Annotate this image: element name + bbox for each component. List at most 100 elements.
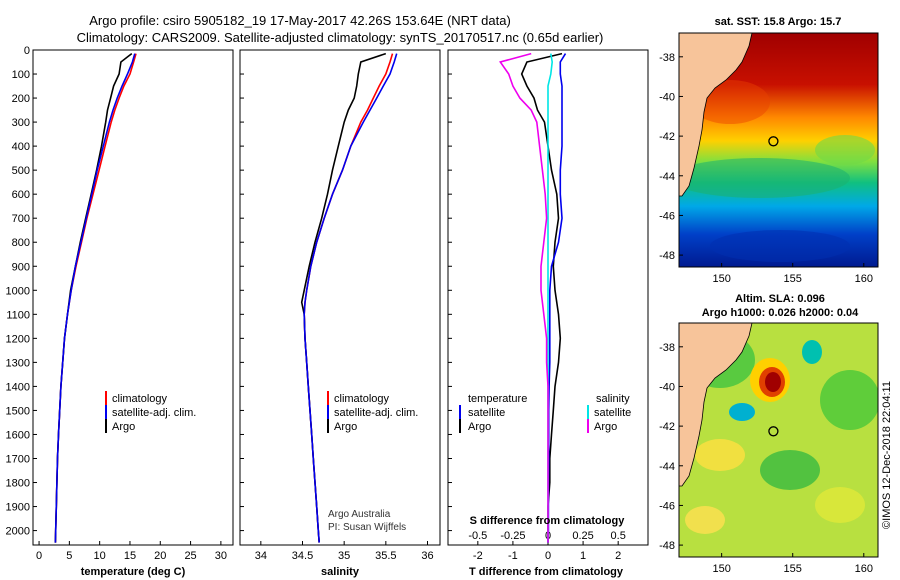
map-lat-label: -40 — [659, 91, 675, 103]
depth-tick-label: 1000 — [6, 285, 30, 297]
map-lat-label: -42 — [659, 131, 675, 143]
depth-tick-label: 1600 — [6, 429, 30, 441]
depth-tick-label: 900 — [12, 261, 30, 273]
temperature-lines — [54, 52, 137, 543]
legend-climatology-label: climatology — [112, 393, 168, 405]
sla-map-title-1: Altim. SLA: 0.096 — [735, 293, 825, 305]
salinity-lines — [300, 52, 398, 543]
salinity-xlabel: salinity — [321, 566, 360, 578]
depth-tick-label: 700 — [12, 213, 30, 225]
map-lat-label: -40 — [659, 381, 675, 393]
legend-argo-label: Argo — [112, 421, 135, 433]
map-lon-label: 155 — [784, 273, 802, 285]
x-tick-label: 20 — [154, 550, 166, 562]
difference-lines — [498, 52, 567, 543]
temperature-depth-ticks: 0 100 200 300 400 500 600 700 800 900 1000 1100 1200… — [6, 45, 37, 538]
salinity-x-ticks: 34 34.5 35 35.5 36 — [255, 541, 434, 562]
sst-map-title: sat. SST: 15.8 Argo: 15.7 — [715, 16, 842, 28]
x-tick-label: 10 — [94, 550, 106, 562]
difference-x-ticks: -2 -1 0 1 2 — [473, 541, 621, 562]
map-lon-label: 155 — [784, 563, 802, 575]
map-lon-label: 160 — [855, 273, 873, 285]
depth-tick-label: 100 — [12, 69, 30, 81]
x-tick-label: 15 — [124, 550, 136, 562]
imos-stamp: ©IMOS 12-Dec-2018 22:04:11 — [881, 381, 893, 529]
credit-line-1: Argo Australia — [328, 509, 391, 520]
depth-tick-label: 1500 — [6, 405, 30, 417]
difference-xlabel: T difference from climatology — [469, 566, 624, 578]
legend-satellite-label: satellite-adj. clim. — [334, 407, 418, 419]
legend-argo-label: Argo — [334, 421, 357, 433]
depth-tick-label: 500 — [12, 165, 30, 177]
sla-float-marker — [768, 426, 779, 437]
sst-float-marker — [768, 136, 779, 147]
sst-land — [679, 33, 753, 197]
map-lat-label: -46 — [659, 210, 675, 222]
difference-legend: temperature satellite Argo salinity sate… — [459, 393, 631, 433]
salinity-satellite-line — [303, 53, 398, 543]
map-lat-label: -48 — [659, 540, 675, 552]
map-lat-label: -38 — [659, 52, 675, 64]
x-tick-label: 35.5 — [375, 550, 396, 562]
x-tick-label: 1 — [580, 550, 586, 562]
map-lon-label: 160 — [855, 563, 873, 575]
title-line-2: Climatology: CARS2009. Satellite-adjuste… — [77, 30, 604, 45]
difference-panel: -2 -1 0 1 2 -0.5 -0.25 0 0.25 0.5 S difference f… — [447, 49, 649, 578]
map-lat-label: -44 — [659, 171, 675, 183]
x-tick-label: 0 — [36, 550, 42, 562]
map-lat-label: -38 — [659, 342, 675, 354]
legend-climatology-label: climatology — [334, 393, 390, 405]
x-tick-label: -2 — [473, 550, 483, 562]
x-tick-label: 35 — [338, 550, 350, 562]
legend-s-satellite-label: satellite — [594, 407, 631, 419]
temperature-xlabel: temperature (deg C) — [81, 566, 186, 578]
sst-map-ticks: 150 155 160 -38 -40 -42 -44 -46 -48 — [659, 52, 873, 285]
depth-tick-label: 1300 — [6, 357, 30, 369]
title-line-1: Argo profile: csiro 5905182_19 17-May-20… — [89, 13, 511, 28]
s-tick-label: 0.5 — [611, 530, 626, 542]
x-tick-label: 30 — [215, 550, 227, 562]
sla-map-title-2: Argo h1000: 0.026 h2000: 0.04 — [702, 307, 859, 319]
x-tick-label: -1 — [508, 550, 518, 562]
x-tick-label: 25 — [184, 550, 196, 562]
temperature-legend: climatology satellite-adj. clim. Argo — [105, 391, 196, 433]
map-lon-label: 150 — [712, 563, 730, 575]
salinity-depth-ticks — [240, 49, 244, 532]
legend-salinity-head: salinity — [596, 393, 630, 405]
depth-tick-label: 1100 — [6, 309, 30, 321]
sla-map-ticks: 150 155 160 -38 -40 -42 -44 -46 -48 — [659, 342, 873, 575]
credit-line-2: PI: Susan Wijffels — [328, 522, 406, 533]
salinity-panel: 34 34.5 35 35.5 36 salinity climatology sate… — [239, 49, 441, 578]
legend-temperature-head: temperature — [468, 393, 527, 405]
diff-t-argo-line — [520, 52, 563, 543]
legend-satellite-label: satellite-adj. clim. — [112, 407, 196, 419]
legend-t-satellite-label: satellite — [468, 407, 505, 419]
x-tick-label: 34.5 — [292, 550, 313, 562]
temperature-satellite-line — [54, 53, 136, 543]
x-tick-label: 5 — [66, 550, 72, 562]
map-lat-label: -42 — [659, 421, 675, 433]
depth-tick-label: 800 — [12, 237, 30, 249]
depth-tick-label: 1400 — [6, 381, 30, 393]
s-tick-label: -0.25 — [500, 530, 525, 542]
map-lon-label: 150 — [712, 273, 730, 285]
legend-t-argo-label: Argo — [468, 421, 491, 433]
salinity-legend: climatology satellite-adj. clim. Argo — [327, 391, 418, 433]
sla-land — [679, 323, 753, 487]
depth-tick-label: 200 — [12, 93, 30, 105]
sst-map: sat. SST: 15.8 Argo: 15.7 — [659, 16, 879, 285]
depth-tick-label: 1200 — [6, 333, 30, 345]
x-tick-label: 0 — [545, 550, 551, 562]
legend-s-argo-label: Argo — [594, 421, 617, 433]
x-tick-label: 2 — [615, 550, 621, 562]
sla-map: Altim. SLA: 0.096 Argo h1000: 0.026 h200… — [659, 293, 879, 575]
temperature-panel: 0100200300400500600700800900100011001200… — [6, 45, 234, 578]
depth-tick-label: 0 — [24, 45, 30, 57]
depth-tick-label: 1700 — [6, 453, 30, 465]
depth-tick-label: 400 — [12, 141, 30, 153]
s-tick-label: -0.5 — [468, 530, 487, 542]
map-lat-label: -44 — [659, 461, 675, 473]
depth-tick-label: 2000 — [6, 526, 30, 538]
x-tick-label: 36 — [421, 550, 433, 562]
